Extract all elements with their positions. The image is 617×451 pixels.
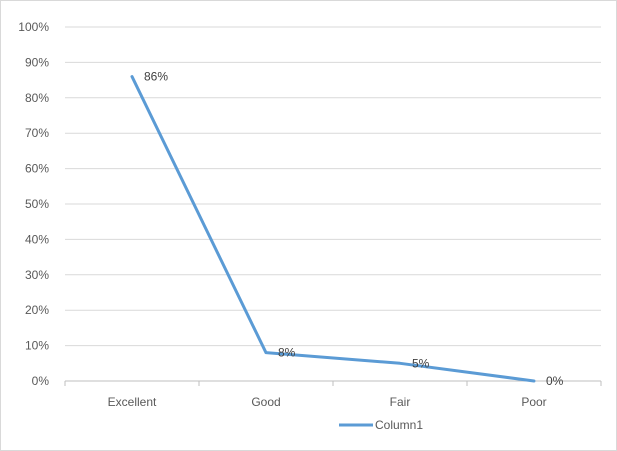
x-axis-labels: Excellent Good Fair Poor <box>108 395 547 409</box>
y-tick-label: 20% <box>25 303 49 317</box>
y-tick-label: 100% <box>18 20 49 34</box>
series-line-column1 <box>130 75 536 383</box>
y-tick-label: 70% <box>25 126 49 140</box>
legend-label-column1: Column1 <box>375 418 423 432</box>
data-label: 8% <box>278 346 296 360</box>
y-tick-label: 30% <box>25 268 49 282</box>
data-label: 5% <box>412 356 430 370</box>
y-tick-label: 60% <box>25 162 49 176</box>
y-tick-label: 40% <box>25 232 49 246</box>
x-axis <box>64 380 602 386</box>
data-label: 0% <box>546 374 564 388</box>
series-lines <box>130 75 536 383</box>
x-tick-label: Excellent <box>108 395 157 409</box>
data-labels: 86% 8% 5% 0% <box>144 70 564 388</box>
y-tick-label: 90% <box>25 55 49 69</box>
y-tick-label: 50% <box>25 197 49 211</box>
x-tick-label: Good <box>251 395 280 409</box>
y-tick-label: 80% <box>25 91 49 105</box>
x-tick-label: Fair <box>390 395 411 409</box>
y-axis-labels: 0% 10% 20% 30% 40% 50% 60% 70% 80% 90% 100% <box>18 20 49 388</box>
data-label: 86% <box>144 70 168 84</box>
x-tick-label: Poor <box>521 395 546 409</box>
gridlines <box>65 26 601 347</box>
y-tick-label: 0% <box>32 374 50 388</box>
legend: Column1 <box>339 418 423 432</box>
y-tick-label: 10% <box>25 339 49 353</box>
